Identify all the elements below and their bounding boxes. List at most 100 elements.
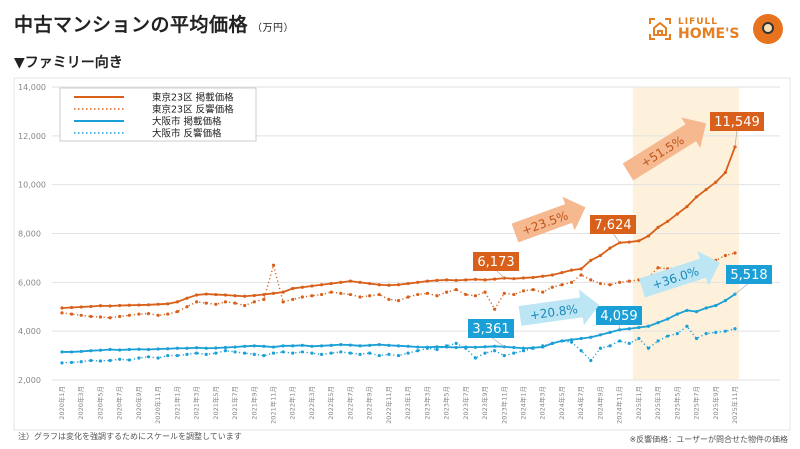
growth-arrow: +23.5% <box>511 196 586 243</box>
data-point <box>368 351 372 355</box>
data-point <box>406 281 410 286</box>
data-point <box>579 349 583 353</box>
data-point <box>377 342 381 347</box>
x-tick-label: 2020年1月 <box>57 386 66 420</box>
data-point <box>656 339 660 343</box>
data-point <box>675 312 679 316</box>
data-point <box>319 283 324 287</box>
data-point <box>550 285 554 289</box>
data-point <box>108 304 112 308</box>
data-point <box>589 278 593 282</box>
y-tick-label: 12,000 <box>18 132 46 141</box>
series-line <box>61 252 736 319</box>
data-point <box>214 351 218 355</box>
data-point <box>70 350 74 354</box>
x-tick-label: 2025年9月 <box>711 386 720 420</box>
data-point <box>243 351 247 355</box>
data-point <box>598 281 603 286</box>
value-label-box <box>468 319 514 338</box>
data-point <box>310 294 314 298</box>
data-point <box>89 304 93 309</box>
data-point <box>137 356 141 360</box>
x-tick-label: 2022年7月 <box>345 386 354 420</box>
x-tick-label: 2022年1月 <box>288 386 297 420</box>
data-point <box>493 349 497 353</box>
data-point <box>550 341 554 345</box>
data-point <box>127 347 131 352</box>
data-point <box>195 346 199 350</box>
data-point <box>666 317 670 321</box>
data-point <box>223 293 228 297</box>
data-point <box>387 297 391 302</box>
data-point <box>339 291 343 295</box>
data-point <box>310 284 314 288</box>
value-label: 5,518 <box>730 268 767 283</box>
value-label-box <box>590 215 636 234</box>
data-point <box>646 234 651 238</box>
chart-frame <box>13 77 791 431</box>
data-point <box>233 294 237 298</box>
data-point <box>416 349 420 353</box>
data-point <box>579 336 583 341</box>
data-point <box>416 292 420 297</box>
data-point <box>252 300 256 304</box>
data-point <box>723 299 727 303</box>
data-point <box>271 263 276 267</box>
data-point <box>598 333 603 337</box>
data-point <box>714 330 718 334</box>
data-point <box>108 347 112 352</box>
data-point <box>339 280 343 284</box>
arrow-shape <box>511 196 586 243</box>
data-point <box>60 350 64 354</box>
data-point <box>464 346 468 350</box>
data-point <box>185 352 189 356</box>
data-point <box>531 346 535 350</box>
data-point <box>204 301 208 305</box>
data-point <box>348 351 353 355</box>
lifull-homes-logo: LIFULL HOME'S <box>648 14 784 44</box>
y-tick-label: 6,000 <box>18 278 41 287</box>
data-point <box>694 310 699 314</box>
data-point <box>166 347 170 351</box>
data-point <box>425 279 429 283</box>
data-point <box>627 341 631 345</box>
data-point <box>618 339 622 343</box>
data-point <box>291 286 295 291</box>
x-tick-label: 2020年5月 <box>95 386 104 420</box>
x-tick-label: 2021年7月 <box>230 386 239 420</box>
legend-label: 東京23区 掲載価格 <box>152 92 234 104</box>
data-point <box>233 350 237 354</box>
arrow-shape <box>518 289 600 326</box>
data-point <box>464 292 468 297</box>
data-point <box>98 359 103 363</box>
data-point <box>252 344 256 348</box>
growth-arrow: +20.8% <box>518 289 600 326</box>
data-point <box>175 300 179 304</box>
annotation-leader <box>734 129 738 147</box>
data-point <box>60 361 64 365</box>
data-point <box>175 346 179 350</box>
data-point <box>243 344 247 348</box>
data-point <box>396 344 401 348</box>
data-point <box>127 303 131 307</box>
data-point <box>444 344 449 348</box>
data-point <box>396 283 401 287</box>
data-point <box>348 343 353 347</box>
x-tick-label: 2025年5月 <box>672 386 681 420</box>
data-point <box>435 345 439 349</box>
data-point <box>195 293 199 297</box>
legend-label: 大阪市 掲載価格 <box>152 116 222 128</box>
value-label: 6,173 <box>477 255 514 270</box>
data-point <box>319 352 324 356</box>
data-point <box>137 312 141 316</box>
data-point <box>271 291 276 295</box>
x-tick-label: 2022年3月 <box>307 386 316 420</box>
data-point <box>358 280 362 284</box>
data-point <box>146 311 151 316</box>
data-point <box>271 345 276 349</box>
page-title: 中古マンションの平均価格 （万円） <box>14 10 294 37</box>
x-tick-label: 2023年9月 <box>480 386 489 420</box>
growth-label: +20.8% <box>529 302 579 323</box>
